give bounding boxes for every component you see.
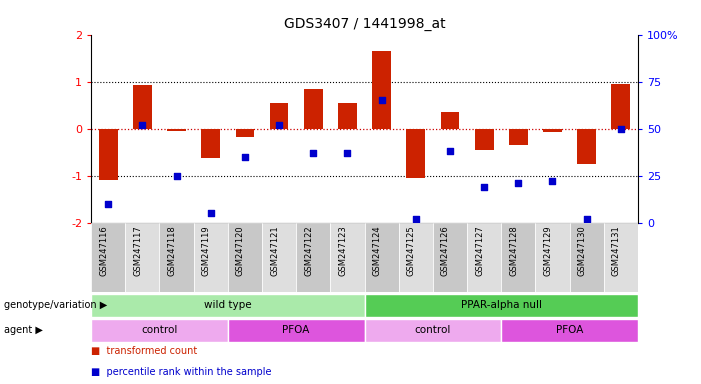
Text: GSM247121: GSM247121	[270, 225, 279, 276]
Bar	[193, 223, 228, 292]
Bar	[577, 129, 596, 164]
Point	[581, 216, 592, 222]
Bar	[330, 223, 365, 292]
Text: GSM247128: GSM247128	[510, 225, 518, 276]
Text: GSM247116: GSM247116	[100, 225, 108, 276]
Point	[376, 98, 387, 104]
Text: GSM247124: GSM247124	[373, 225, 381, 276]
Point	[547, 178, 558, 184]
Point	[410, 216, 421, 222]
Bar	[501, 319, 638, 342]
Bar	[297, 223, 330, 292]
Bar	[604, 223, 638, 292]
Text: PFOA: PFOA	[283, 325, 310, 335]
Text: genotype/variation ▶: genotype/variation ▶	[4, 300, 107, 310]
Text: PPAR-alpha null: PPAR-alpha null	[461, 300, 542, 310]
Bar	[399, 223, 433, 292]
Text: GSM247125: GSM247125	[407, 225, 416, 276]
Point	[615, 126, 627, 132]
Point	[444, 148, 456, 154]
Text: GSM247117: GSM247117	[133, 225, 142, 276]
Point	[171, 173, 182, 179]
Bar	[440, 112, 459, 129]
Text: GSM247130: GSM247130	[578, 225, 587, 276]
Point	[137, 122, 148, 128]
Bar	[569, 223, 604, 292]
Bar	[543, 129, 562, 132]
Text: PFOA: PFOA	[556, 325, 583, 335]
Bar	[228, 319, 365, 342]
Bar	[536, 223, 570, 292]
Point	[342, 150, 353, 156]
Bar	[270, 103, 289, 129]
Text: wild type: wild type	[204, 300, 252, 310]
Point	[273, 122, 285, 128]
Bar	[262, 223, 296, 292]
Bar	[160, 223, 193, 292]
Text: GSM247127: GSM247127	[475, 225, 484, 276]
Bar	[133, 85, 152, 129]
Point	[102, 201, 114, 207]
Bar	[467, 223, 501, 292]
Point	[479, 184, 490, 190]
Bar	[501, 223, 536, 292]
Text: ■  transformed count: ■ transformed count	[91, 346, 198, 356]
Bar	[475, 129, 494, 150]
Bar	[91, 294, 365, 317]
Bar	[365, 319, 501, 342]
Text: ■  percentile rank within the sample: ■ percentile rank within the sample	[91, 367, 271, 377]
Bar	[611, 84, 630, 129]
Text: GSM247123: GSM247123	[339, 225, 348, 276]
Text: control: control	[142, 325, 177, 335]
Text: agent ▶: agent ▶	[4, 325, 42, 335]
Bar	[365, 294, 638, 317]
Text: GSM247129: GSM247129	[543, 225, 552, 276]
Bar	[304, 89, 322, 129]
Bar	[99, 129, 118, 180]
Bar	[338, 103, 357, 129]
Bar	[372, 51, 391, 129]
Bar	[365, 223, 399, 292]
Bar	[433, 223, 467, 292]
Bar	[228, 223, 262, 292]
Bar	[236, 129, 254, 137]
Text: GSM247120: GSM247120	[236, 225, 245, 276]
Point	[239, 154, 250, 160]
Bar	[167, 129, 186, 131]
Text: GSM247119: GSM247119	[202, 225, 211, 276]
Bar	[509, 129, 528, 145]
Text: GSM247118: GSM247118	[168, 225, 177, 276]
Text: GSM247126: GSM247126	[441, 225, 450, 276]
Bar	[125, 223, 160, 292]
Text: GSM247131: GSM247131	[612, 225, 621, 276]
Bar	[91, 319, 228, 342]
Bar	[201, 129, 220, 158]
Text: GSM247122: GSM247122	[304, 225, 313, 276]
Point	[308, 150, 319, 156]
Bar	[407, 129, 426, 178]
Point	[512, 180, 524, 186]
Text: control: control	[415, 325, 451, 335]
Title: GDS3407 / 1441998_at: GDS3407 / 1441998_at	[284, 17, 445, 31]
Point	[205, 210, 217, 217]
Bar	[91, 223, 125, 292]
